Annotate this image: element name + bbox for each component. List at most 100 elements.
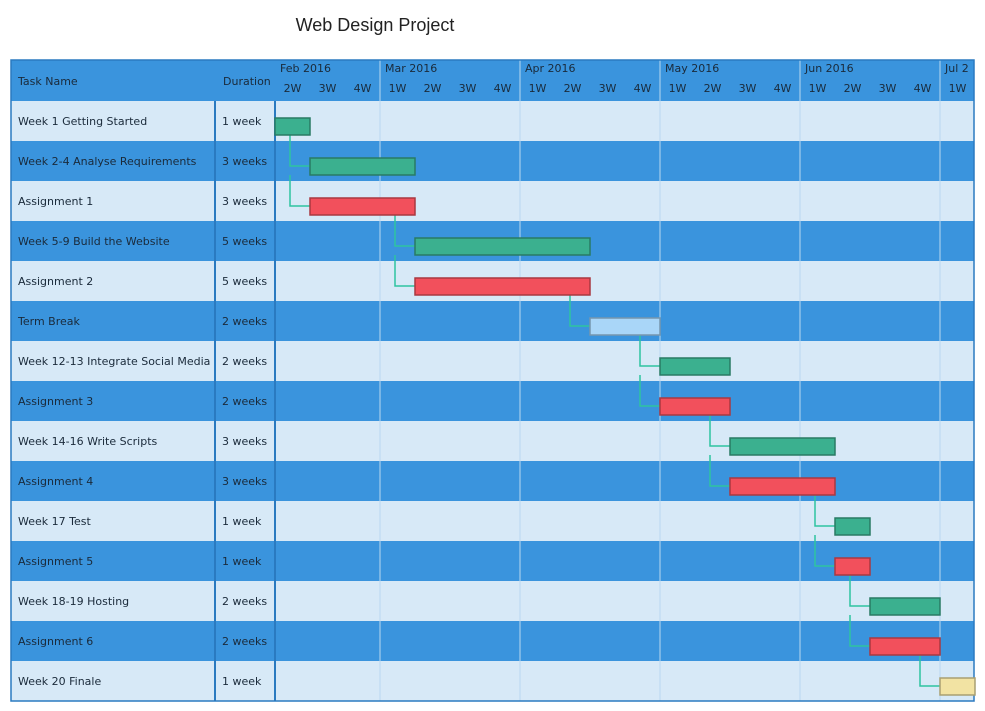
task-duration: 3 weeks (222, 155, 267, 168)
task-name: Week 14-16 Write Scripts (18, 435, 158, 448)
task-name: Assignment 6 (18, 635, 93, 648)
task-bar (869, 637, 941, 656)
connector (849, 615, 870, 647)
week-label: 4W (774, 82, 792, 95)
month-label: May 2016 (665, 62, 719, 75)
task-bar (834, 517, 871, 536)
month-label: Feb 2016 (280, 62, 331, 75)
task-bar (274, 117, 311, 136)
week-label: 1W (949, 82, 967, 95)
task-name: Assignment 4 (18, 475, 93, 488)
week-label: 2W (424, 82, 442, 95)
task-duration: 3 weeks (222, 195, 267, 208)
task-name: Week 20 Finale (18, 675, 101, 688)
task-bar (869, 597, 941, 616)
connector (639, 335, 660, 367)
week-label: 2W (564, 82, 582, 95)
week-label: 4W (354, 82, 372, 95)
task-name: Assignment 5 (18, 555, 93, 568)
connector (289, 175, 310, 207)
task-duration: 1 week (222, 115, 262, 128)
task-name: Week 18-19 Hosting (18, 595, 129, 608)
task-bar (729, 437, 836, 456)
task-bar (834, 557, 871, 576)
task-bar (414, 277, 591, 296)
month-label: Jul 2 (944, 62, 969, 75)
week-label: 3W (879, 82, 897, 95)
connector (919, 655, 940, 687)
row (11, 141, 974, 181)
connector (289, 135, 310, 167)
connector (709, 415, 730, 447)
row (11, 341, 974, 381)
task-name: Assignment 2 (18, 275, 93, 288)
task-name: Term Break (17, 315, 80, 328)
task-duration: 3 weeks (222, 475, 267, 488)
task-duration: 3 weeks (222, 435, 267, 448)
task-bar (309, 157, 416, 176)
connector (569, 295, 590, 327)
connector (709, 455, 730, 487)
row (11, 541, 974, 581)
task-duration: 1 week (222, 555, 262, 568)
connector (394, 255, 415, 287)
row (11, 381, 974, 421)
task-bar (309, 197, 416, 216)
week-label: 3W (599, 82, 617, 95)
task-duration: 2 weeks (222, 395, 267, 408)
task-name: Week 17 Test (18, 515, 91, 528)
week-label: 4W (634, 82, 652, 95)
task-duration: 2 weeks (222, 635, 267, 648)
row (11, 301, 974, 341)
month-label: Apr 2016 (525, 62, 576, 75)
connector (814, 495, 835, 527)
month-label: Jun 2016 (804, 62, 854, 75)
task-duration: 1 week (222, 515, 262, 528)
row (11, 101, 974, 141)
row (11, 621, 974, 661)
week-label: 3W (459, 82, 477, 95)
week-label: 2W (284, 82, 302, 95)
month-label: Mar 2016 (385, 62, 437, 75)
row (11, 581, 974, 621)
task-name: Week 12-13 Integrate Social Media (18, 355, 210, 368)
connector (639, 375, 660, 407)
week-label: 3W (739, 82, 757, 95)
task-duration: 2 weeks (222, 595, 267, 608)
row (11, 501, 974, 541)
task-bar (659, 397, 731, 416)
header (11, 60, 974, 101)
table-border (10, 59, 975, 702)
connector (849, 575, 870, 607)
task-name: Week 2-4 Analyse Requirements (18, 155, 197, 168)
column-header: Duration (223, 75, 271, 88)
week-label: 4W (914, 82, 932, 95)
task-duration: 5 weeks (222, 275, 267, 288)
week-label: 2W (704, 82, 722, 95)
task-bar (729, 477, 836, 496)
row (11, 181, 974, 221)
task-duration: 2 weeks (222, 355, 267, 368)
week-label: 1W (389, 82, 407, 95)
task-duration: 5 weeks (222, 235, 267, 248)
week-label: 3W (319, 82, 337, 95)
week-label: 4W (494, 82, 512, 95)
task-name: Week 1 Getting Started (18, 115, 147, 128)
task-bar (414, 237, 591, 256)
column-header: Task Name (17, 75, 78, 88)
week-label: 2W (844, 82, 862, 95)
task-bar (659, 357, 731, 376)
task-name: Week 5-9 Build the Website (18, 235, 170, 248)
row (11, 661, 974, 701)
connector (814, 535, 835, 567)
task-duration: 1 week (222, 675, 262, 688)
task-bar (589, 317, 661, 336)
chart-title: Web Design Project (296, 15, 455, 35)
week-label: 1W (809, 82, 827, 95)
connector (394, 215, 415, 247)
week-label: 1W (529, 82, 547, 95)
task-name: Assignment 1 (18, 195, 93, 208)
week-label: 1W (669, 82, 687, 95)
